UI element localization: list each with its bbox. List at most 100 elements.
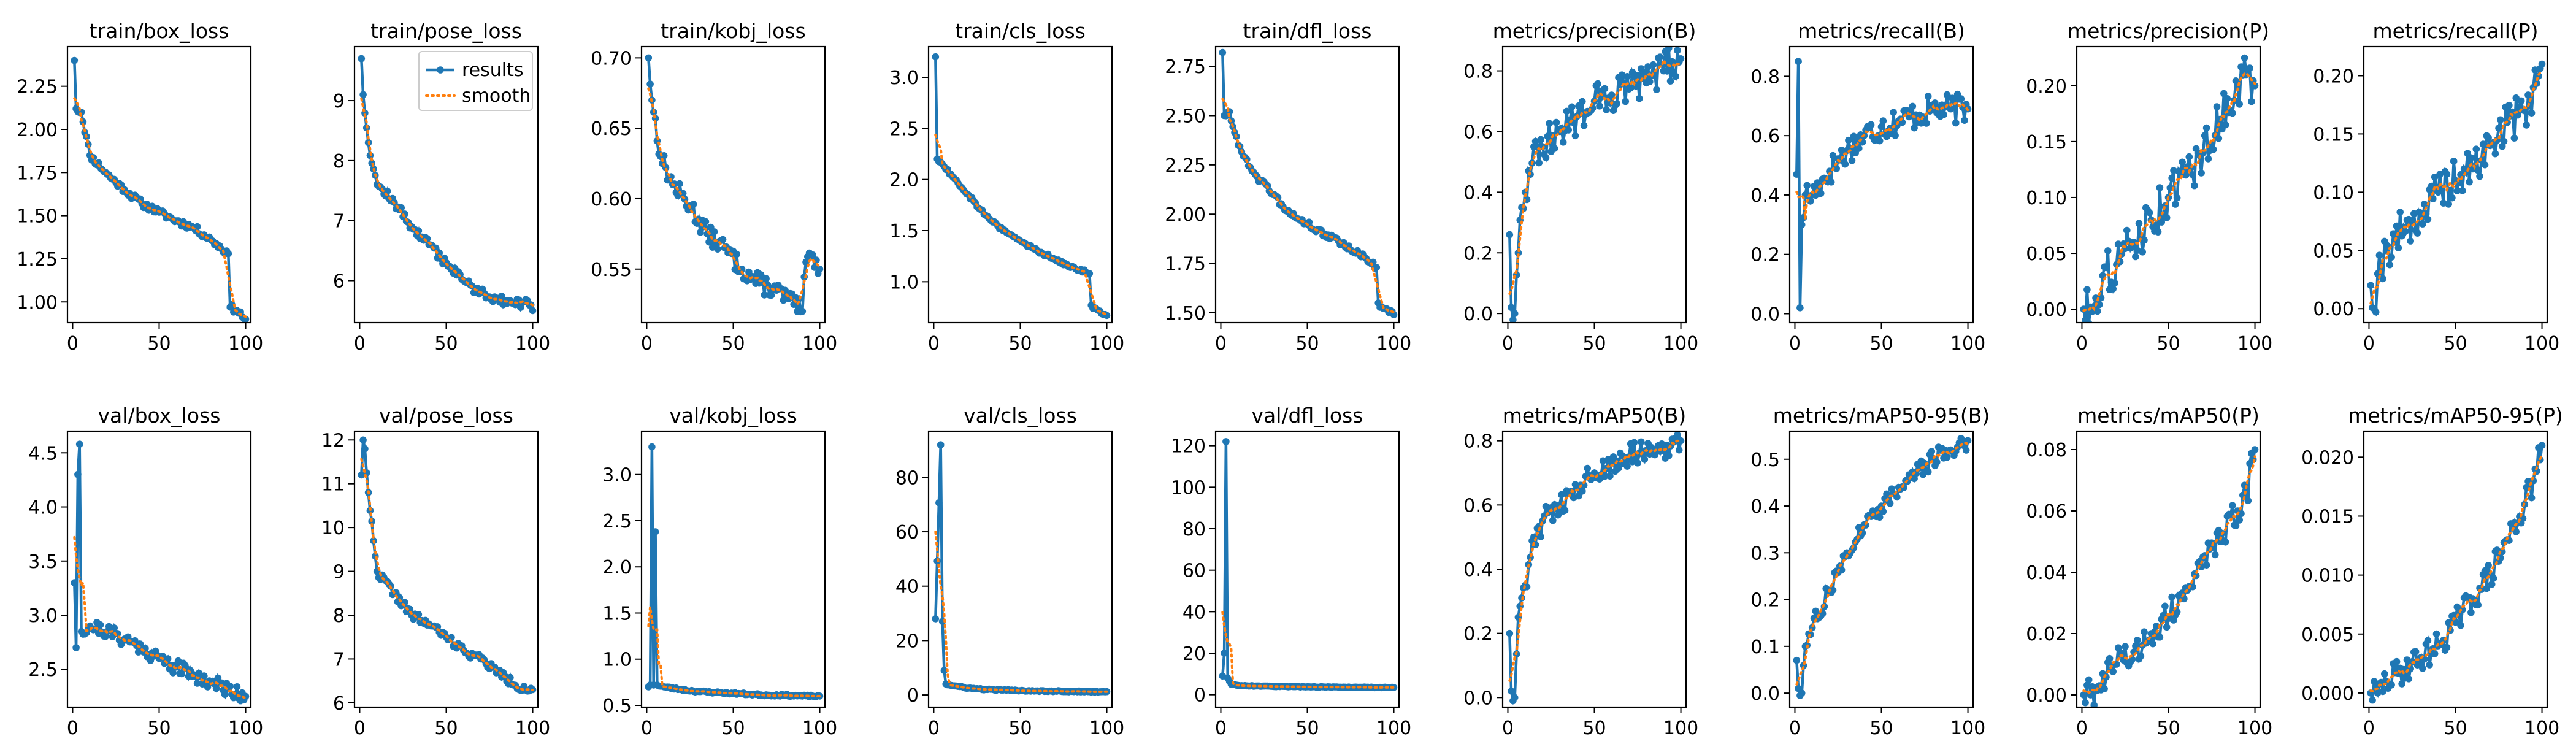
results-point — [1579, 98, 1586, 105]
plot-frame — [1214, 45, 1400, 324]
subplot-train-kobj-loss: train/kobj_loss 0 50 100 0.55 0.60 0.65 0.70 — [591, 19, 837, 355]
y-tick-label: 1.50 — [1165, 303, 1206, 324]
results-point — [396, 594, 404, 601]
results-point — [2109, 285, 2117, 293]
smooth-line — [1508, 56, 1682, 296]
smooth-line — [2082, 455, 2256, 695]
results-point — [1924, 93, 1932, 100]
y-tick-label: 3.0 — [602, 465, 632, 486]
x-tick-label: 0 — [2363, 333, 2375, 355]
subplot-title: val/kobj_loss — [669, 404, 797, 427]
subplot-title: val/pose_loss — [379, 404, 513, 427]
results-point — [2474, 601, 2482, 609]
results-point — [2432, 630, 2440, 638]
y-tick-label: 20 — [1183, 643, 1206, 665]
results-point — [2106, 654, 2114, 662]
results-point — [1649, 61, 1657, 69]
results-point — [2453, 603, 2461, 611]
results-point — [1606, 472, 1614, 480]
results-point — [1603, 106, 1610, 113]
x-tick-label: 50 — [147, 333, 171, 355]
x-tick-label: 0 — [1215, 718, 1227, 736]
subplot-metrics-recall-b: metrics/recall(B) 0 50 100 0.0 0.2 0.4 0.6 0.8 — [1750, 19, 1985, 355]
results-point — [1943, 453, 1951, 461]
results-point — [2145, 209, 2153, 217]
y-tick-label: 0.10 — [2313, 182, 2354, 204]
results-point — [1798, 221, 1806, 229]
x-tick-label: 0 — [2076, 333, 2088, 355]
results-point — [361, 445, 369, 453]
results-point — [169, 669, 177, 677]
y-tick-label: 0.65 — [591, 118, 632, 140]
results-point — [816, 266, 824, 273]
results-point — [2154, 228, 2162, 236]
results-point — [1580, 481, 1588, 489]
results-point — [2211, 551, 2219, 559]
smooth-line — [647, 607, 821, 698]
results-point — [2381, 670, 2388, 678]
results-point — [1923, 120, 1930, 127]
x-tick-label: 0 — [1789, 333, 1801, 355]
x-tick-label: 100 — [1663, 718, 1698, 736]
smooth-line — [360, 458, 534, 691]
results-point — [2237, 510, 2245, 518]
results-point — [2528, 109, 2536, 117]
results-point — [2241, 54, 2248, 62]
subplot-train-box-loss: train/box_loss 0 50 100 1.00 1.25 1.50 1.75 2.00… — [17, 19, 263, 355]
results-point — [646, 80, 654, 88]
y-tick-label: 0.02 — [2026, 624, 2067, 645]
results-point — [2488, 580, 2496, 588]
y-tick-label: 1.75 — [1165, 254, 1206, 275]
y-tick-label: 0.05 — [2313, 240, 2354, 262]
results-point — [2379, 275, 2386, 283]
results-point — [710, 228, 718, 236]
results-point — [2388, 681, 2395, 689]
results-point — [2198, 169, 2205, 177]
x-tick-label: 100 — [1089, 333, 1124, 355]
results-point — [2407, 237, 2414, 245]
x-tick-label: 0 — [67, 333, 79, 355]
results-point — [359, 91, 367, 99]
results-point — [1219, 48, 1227, 56]
results-point — [1563, 107, 1571, 115]
x-tick-label: 0 — [354, 718, 366, 736]
results-point — [1947, 105, 1955, 113]
results-point — [358, 55, 366, 63]
results-point — [1890, 109, 1897, 116]
results-point — [2123, 226, 2131, 234]
results-point — [762, 275, 770, 283]
results-point — [1646, 78, 1654, 85]
x-tick-label: 0 — [641, 718, 653, 736]
results-point — [1855, 145, 1863, 152]
results-point — [1637, 438, 1645, 446]
results-point — [2141, 628, 2148, 635]
subplot-train-pose-loss: train/pose_loss 0 50 100 6 7 8 9 results smooth — [333, 19, 550, 355]
subplot-val-box-loss: val/box_loss 0 50 100 2.5 3.0 3.5 4.0 4.5 — [28, 404, 263, 736]
results-point — [1928, 448, 1936, 455]
results-point — [2369, 696, 2376, 704]
y-tick-label: 0.2 — [1750, 245, 1780, 266]
results-point — [2453, 187, 2461, 194]
y-tick-label: 0.15 — [2026, 132, 2067, 153]
y-tick-label: 0.4 — [1750, 496, 1780, 518]
results-point — [2467, 154, 2475, 162]
x-tick-label: 50 — [2444, 718, 2467, 736]
results-point — [2232, 522, 2240, 529]
results-point — [2401, 228, 2409, 236]
results-point — [221, 691, 229, 699]
x-tick-label: 0 — [354, 333, 366, 355]
results-point — [2375, 251, 2383, 259]
y-tick-label: 7 — [333, 211, 345, 232]
subplot-val-dfl-loss: val/dfl_loss 0 50 100 0 20 40 60 80 100 120 — [1171, 404, 1411, 736]
results-point — [2436, 171, 2444, 178]
y-tick-label: 0.2 — [1463, 243, 1493, 264]
y-tick-label: 0.6 — [1463, 495, 1493, 516]
results-point — [1520, 205, 1527, 212]
results-point — [2149, 640, 2156, 648]
subplot-title: metrics/recall(P) — [2372, 19, 2538, 43]
results-point — [2466, 178, 2473, 186]
y-tick-label: 0.55 — [591, 259, 632, 281]
subplot-title: metrics/recall(B) — [1798, 19, 1965, 43]
results-point — [1827, 178, 1835, 186]
